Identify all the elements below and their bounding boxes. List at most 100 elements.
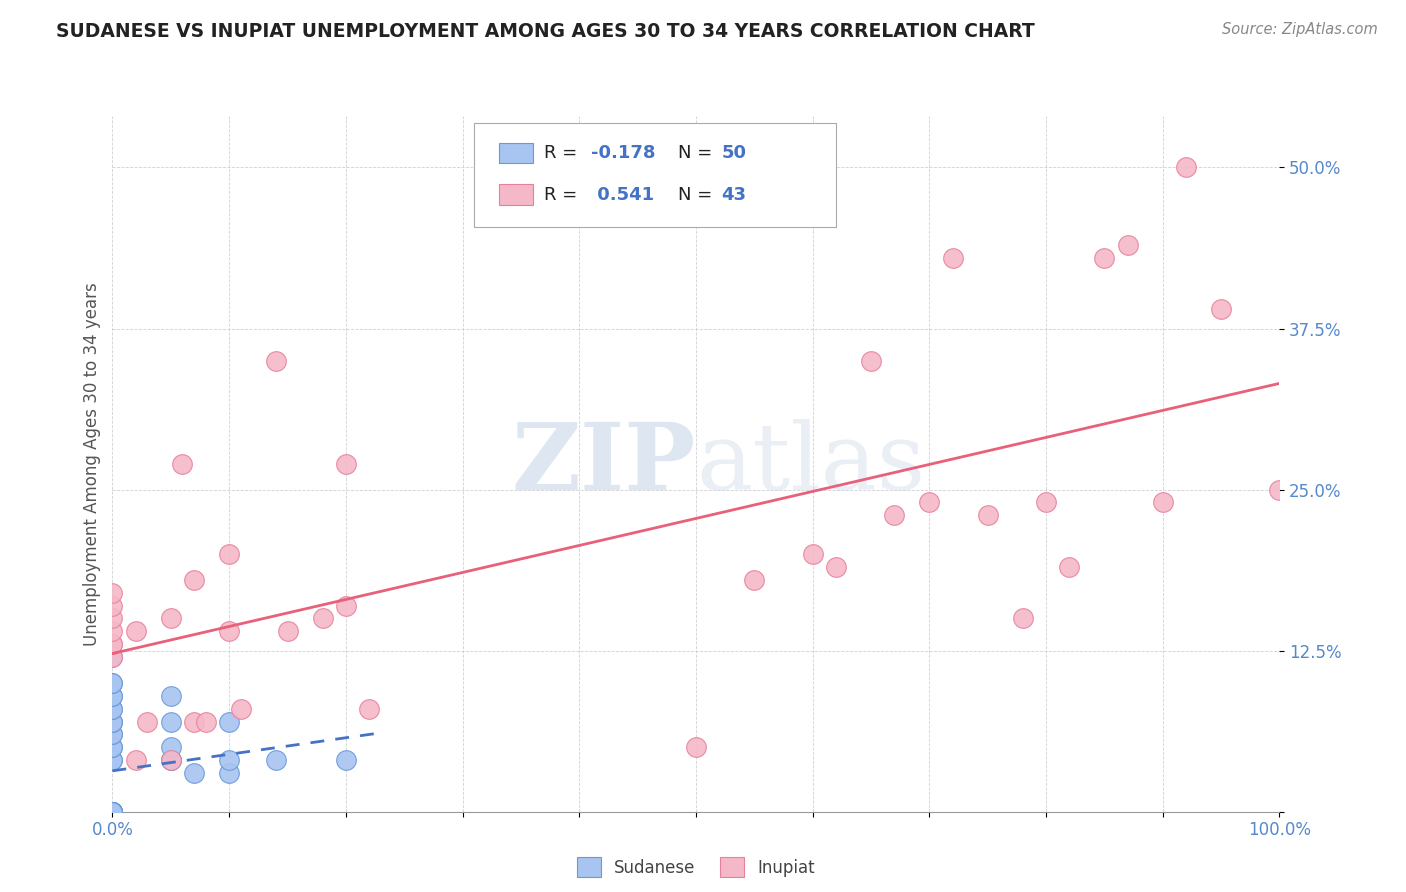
Point xyxy=(101,805,124,819)
Point xyxy=(101,805,124,819)
Text: 50: 50 xyxy=(721,144,747,161)
Point xyxy=(1092,251,1115,265)
Point xyxy=(101,689,124,703)
Point xyxy=(101,740,124,755)
Point xyxy=(183,573,205,587)
Point xyxy=(101,805,124,819)
Point xyxy=(218,766,240,780)
Point xyxy=(183,766,205,780)
Point xyxy=(1035,495,1057,509)
Point xyxy=(101,637,124,651)
Point xyxy=(101,650,124,665)
Point xyxy=(101,637,124,651)
Point xyxy=(101,805,124,819)
Point xyxy=(218,547,240,561)
Point xyxy=(101,805,124,819)
Point xyxy=(194,714,217,729)
Point xyxy=(976,508,998,523)
Point xyxy=(335,457,357,471)
Point xyxy=(160,753,183,767)
Point xyxy=(218,753,240,767)
Text: Source: ZipAtlas.com: Source: ZipAtlas.com xyxy=(1222,22,1378,37)
Point xyxy=(101,676,124,690)
Point xyxy=(101,650,124,665)
Point xyxy=(1011,611,1033,625)
Text: 0.541: 0.541 xyxy=(591,186,654,203)
Point xyxy=(101,805,124,819)
Point xyxy=(160,740,183,755)
Point xyxy=(172,457,194,471)
Point xyxy=(1152,495,1174,509)
Point xyxy=(335,599,357,613)
Point xyxy=(101,753,124,767)
Text: N =: N = xyxy=(679,186,718,203)
Text: ZIP: ZIP xyxy=(512,419,696,508)
Point xyxy=(101,805,124,819)
Point xyxy=(160,753,183,767)
Point xyxy=(101,805,124,819)
Point xyxy=(125,624,148,639)
Point xyxy=(101,805,124,819)
Point xyxy=(101,740,124,755)
Point xyxy=(229,701,252,715)
Point xyxy=(101,714,124,729)
Text: SUDANESE VS INUPIAT UNEMPLOYMENT AMONG AGES 30 TO 34 YEARS CORRELATION CHART: SUDANESE VS INUPIAT UNEMPLOYMENT AMONG A… xyxy=(56,22,1035,41)
Point xyxy=(742,573,765,587)
Point xyxy=(101,805,124,819)
Text: R =: R = xyxy=(544,144,583,161)
Point xyxy=(101,701,124,715)
Point xyxy=(942,251,965,265)
Point xyxy=(335,753,357,767)
Point xyxy=(101,676,124,690)
FancyBboxPatch shape xyxy=(499,185,533,204)
Point xyxy=(918,495,941,509)
Point xyxy=(101,805,124,819)
Point xyxy=(101,585,124,599)
Point xyxy=(160,611,183,625)
FancyBboxPatch shape xyxy=(499,143,533,163)
Text: R =: R = xyxy=(544,186,583,203)
Point xyxy=(1268,483,1291,497)
Point xyxy=(883,508,905,523)
Point xyxy=(218,624,240,639)
Text: -0.178: -0.178 xyxy=(591,144,655,161)
Point xyxy=(101,805,124,819)
Point xyxy=(101,611,124,625)
Text: N =: N = xyxy=(679,144,718,161)
Point xyxy=(101,689,124,703)
Point xyxy=(1059,560,1081,574)
Point xyxy=(685,740,707,755)
Point xyxy=(101,805,124,819)
Y-axis label: Unemployment Among Ages 30 to 34 years: Unemployment Among Ages 30 to 34 years xyxy=(83,282,101,646)
Point xyxy=(160,714,183,729)
Point xyxy=(160,753,183,767)
Point xyxy=(136,714,159,729)
Point xyxy=(101,805,124,819)
Point xyxy=(311,611,333,625)
FancyBboxPatch shape xyxy=(474,123,837,227)
Text: 43: 43 xyxy=(721,186,747,203)
Point xyxy=(101,599,124,613)
Point xyxy=(101,753,124,767)
Point xyxy=(101,624,124,639)
Point xyxy=(264,353,287,368)
Point xyxy=(160,689,183,703)
Point xyxy=(101,805,124,819)
Point xyxy=(101,805,124,819)
Point xyxy=(101,805,124,819)
Point xyxy=(359,701,381,715)
Point xyxy=(218,714,240,729)
Point xyxy=(1116,237,1139,252)
Point xyxy=(276,624,298,639)
Point xyxy=(101,805,124,819)
Point xyxy=(101,805,124,819)
Point xyxy=(101,714,124,729)
Point xyxy=(1209,302,1232,317)
Point xyxy=(101,805,124,819)
Point xyxy=(183,714,205,729)
Point xyxy=(101,805,124,819)
Point xyxy=(101,727,124,741)
Point xyxy=(125,753,148,767)
Point xyxy=(101,701,124,715)
Point xyxy=(859,353,883,368)
